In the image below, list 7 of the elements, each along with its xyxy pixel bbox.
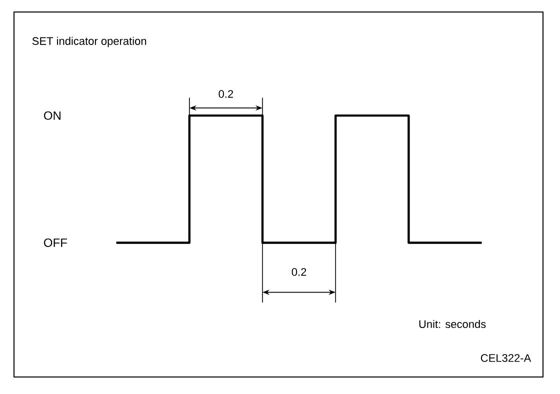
text: OFF — [44, 238, 67, 247]
text: Unit: seconds — [419, 320, 486, 328]
chart-title: SET indicator operation — [32, 36, 146, 48]
text: 0.2 — [292, 268, 306, 276]
text: ON — [44, 111, 60, 120]
text: CEL322-A — [480, 354, 532, 362]
text: 0.2 — [218, 90, 234, 98]
